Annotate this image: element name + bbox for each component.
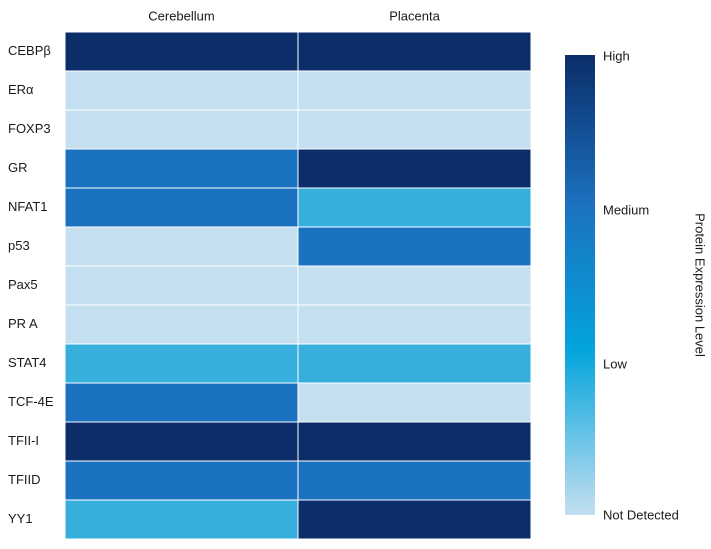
cell-nfat1-placenta bbox=[297, 187, 532, 228]
colorbar-tick-labels: High Medium Low Not Detected bbox=[603, 48, 679, 522]
colorbar-tick-low: Low bbox=[603, 356, 627, 371]
cell-nfat1-cerebellum bbox=[64, 187, 299, 228]
row-label-yy1: YY1 bbox=[8, 511, 33, 526]
heatmap-cells bbox=[64, 31, 532, 540]
cell-foxp3-cerebellum bbox=[64, 109, 299, 150]
row-labels: CEBPβ ERα FOXP3 GR NFAT1 p53 Pax5 PR A STAT4 TCF-… bbox=[8, 43, 54, 526]
cell-tfiid-placenta bbox=[297, 460, 532, 501]
row-label-pr-a: PR A bbox=[8, 316, 38, 331]
cell-pax5-cerebellum bbox=[64, 265, 299, 306]
cell-tfii-i-placenta bbox=[297, 421, 532, 462]
colorbar-tick-not-detected: Not Detected bbox=[603, 507, 679, 522]
cell-gr-cerebellum bbox=[64, 148, 299, 189]
cell-pr-a-placenta bbox=[297, 304, 532, 345]
colorbar-tick-high: High bbox=[603, 48, 630, 63]
cell-cebp-placenta bbox=[297, 31, 532, 72]
cell-yy1-cerebellum bbox=[64, 499, 299, 540]
row-label-tcf-4e: TCF-4E bbox=[8, 394, 54, 409]
cell-pax5-placenta bbox=[297, 265, 532, 306]
row-label-p53: p53 bbox=[8, 238, 30, 253]
colorbar-title: Protein Expression Level bbox=[693, 213, 708, 357]
row-label-er: ERα bbox=[8, 82, 34, 97]
cell-yy1-placenta bbox=[297, 499, 532, 540]
row-label-foxp3: FOXP3 bbox=[8, 121, 51, 136]
row-label-nfat1: NFAT1 bbox=[8, 199, 48, 214]
colorbar: High Medium Low Not Detected Protein Expres… bbox=[565, 48, 708, 522]
cell-p53-cerebellum bbox=[64, 226, 299, 267]
colorbar-gradient bbox=[565, 55, 595, 515]
cell-tcf-4e-cerebellum bbox=[64, 382, 299, 423]
column-label-cerebellum: Cerebellum bbox=[148, 8, 214, 23]
cell-gr-placenta bbox=[297, 148, 532, 189]
cell-foxp3-placenta bbox=[297, 109, 532, 150]
cell-cebp-cerebellum bbox=[64, 31, 299, 72]
row-label-tfiid: TFIID bbox=[8, 472, 41, 487]
row-label-cebp: CEBPβ bbox=[8, 43, 51, 58]
cell-er-placenta bbox=[297, 70, 532, 111]
column-labels: Cerebellum Placenta bbox=[148, 8, 440, 23]
colorbar-tick-medium: Medium bbox=[603, 202, 649, 217]
cell-er-cerebellum bbox=[64, 70, 299, 111]
row-label-pax5: Pax5 bbox=[8, 277, 38, 292]
column-label-placenta: Placenta bbox=[389, 8, 440, 23]
cell-tfiid-cerebellum bbox=[64, 460, 299, 501]
cell-p53-placenta bbox=[297, 226, 532, 267]
cell-stat4-placenta bbox=[297, 343, 532, 384]
row-label-gr: GR bbox=[8, 160, 28, 175]
row-label-stat4: STAT4 bbox=[8, 355, 47, 370]
row-label-tfii-i: TFII-I bbox=[8, 433, 39, 448]
cell-pr-a-cerebellum bbox=[64, 304, 299, 345]
cell-tfii-i-cerebellum bbox=[64, 421, 299, 462]
cell-stat4-cerebellum bbox=[64, 343, 299, 384]
cell-tcf-4e-placenta bbox=[297, 382, 532, 423]
